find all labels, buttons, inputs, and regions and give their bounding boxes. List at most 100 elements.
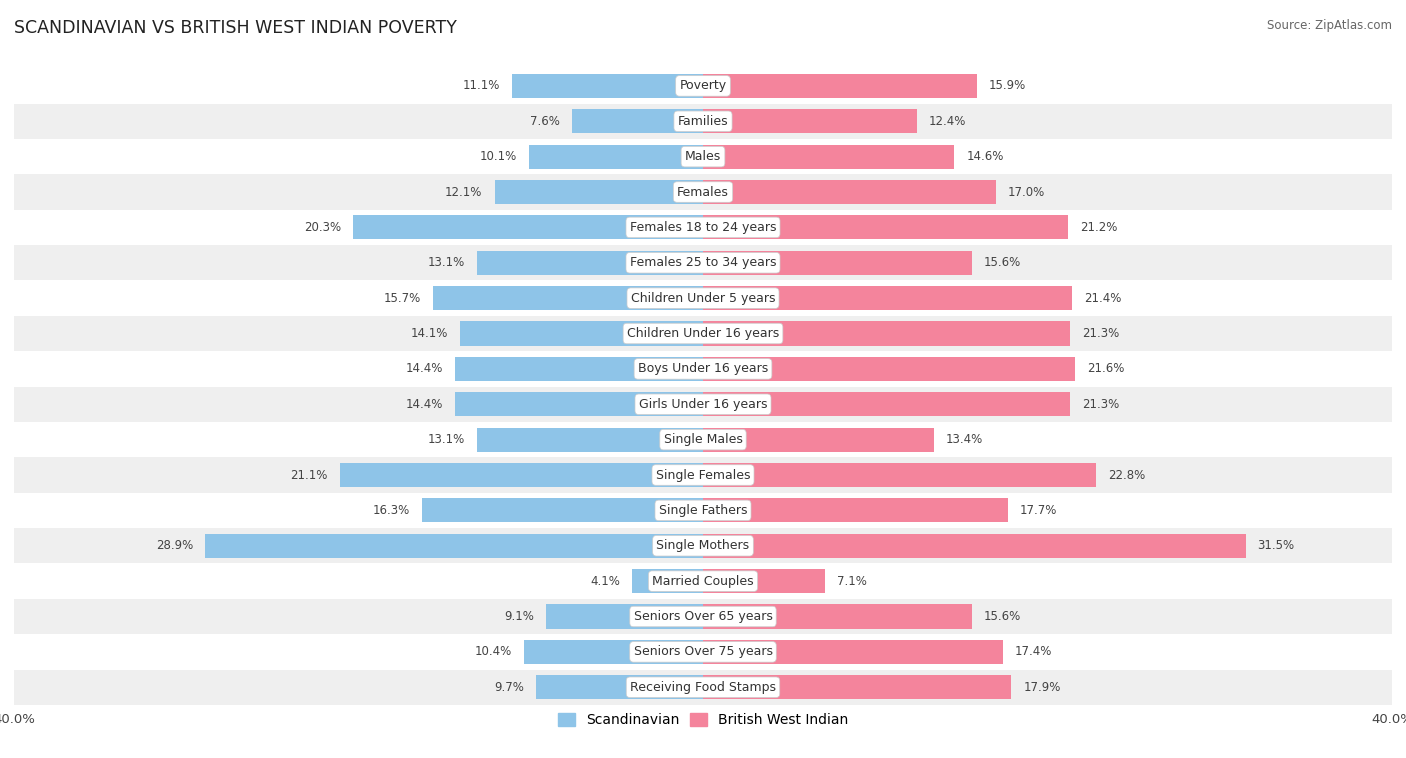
Bar bbox=[14, 316, 1392, 351]
Text: 21.4%: 21.4% bbox=[1084, 292, 1121, 305]
Text: Girls Under 16 years: Girls Under 16 years bbox=[638, 398, 768, 411]
Text: 20.3%: 20.3% bbox=[304, 221, 342, 234]
Text: 13.1%: 13.1% bbox=[427, 256, 465, 269]
Bar bbox=[14, 563, 1392, 599]
Bar bbox=[456, 392, 703, 416]
Text: 21.2%: 21.2% bbox=[1080, 221, 1118, 234]
Text: 21.6%: 21.6% bbox=[1087, 362, 1125, 375]
Bar bbox=[703, 74, 977, 98]
Text: 21.3%: 21.3% bbox=[1083, 327, 1119, 340]
Text: Children Under 16 years: Children Under 16 years bbox=[627, 327, 779, 340]
Text: Females: Females bbox=[678, 186, 728, 199]
Text: SCANDINAVIAN VS BRITISH WEST INDIAN POVERTY: SCANDINAVIAN VS BRITISH WEST INDIAN POVE… bbox=[14, 19, 457, 37]
Text: 9.1%: 9.1% bbox=[505, 610, 534, 623]
Bar bbox=[703, 109, 917, 133]
Bar bbox=[703, 321, 1070, 346]
Text: Children Under 5 years: Children Under 5 years bbox=[631, 292, 775, 305]
Text: 7.1%: 7.1% bbox=[838, 575, 868, 587]
Text: 12.1%: 12.1% bbox=[446, 186, 482, 199]
Text: 17.4%: 17.4% bbox=[1015, 645, 1052, 659]
Text: 22.8%: 22.8% bbox=[1108, 468, 1144, 481]
Bar bbox=[703, 180, 995, 204]
Bar bbox=[703, 640, 1002, 664]
Text: 9.7%: 9.7% bbox=[494, 681, 524, 694]
Bar bbox=[703, 604, 972, 628]
Bar bbox=[205, 534, 703, 558]
Text: Single Fathers: Single Fathers bbox=[659, 504, 747, 517]
Text: Females 25 to 34 years: Females 25 to 34 years bbox=[630, 256, 776, 269]
Bar bbox=[14, 351, 1392, 387]
Bar bbox=[14, 669, 1392, 705]
Text: 14.4%: 14.4% bbox=[405, 362, 443, 375]
Bar bbox=[536, 675, 703, 700]
Text: 15.6%: 15.6% bbox=[984, 610, 1021, 623]
Bar bbox=[703, 498, 1008, 522]
Text: 15.7%: 15.7% bbox=[384, 292, 420, 305]
Bar bbox=[703, 675, 1011, 700]
Bar bbox=[14, 528, 1392, 563]
Bar bbox=[703, 251, 972, 275]
Bar bbox=[703, 463, 1095, 487]
Bar bbox=[703, 534, 1246, 558]
Text: Poverty: Poverty bbox=[679, 80, 727, 92]
Bar bbox=[478, 428, 703, 452]
Bar bbox=[495, 180, 703, 204]
Bar bbox=[14, 387, 1392, 422]
Text: 15.6%: 15.6% bbox=[984, 256, 1021, 269]
Bar bbox=[703, 215, 1069, 240]
Text: Married Couples: Married Couples bbox=[652, 575, 754, 587]
Text: 14.6%: 14.6% bbox=[966, 150, 1004, 163]
Text: 21.1%: 21.1% bbox=[290, 468, 328, 481]
Text: 28.9%: 28.9% bbox=[156, 539, 193, 553]
Bar bbox=[547, 604, 703, 628]
Text: 16.3%: 16.3% bbox=[373, 504, 411, 517]
Bar bbox=[529, 145, 703, 169]
Bar bbox=[14, 457, 1392, 493]
Bar bbox=[703, 286, 1071, 310]
Bar bbox=[703, 428, 934, 452]
Bar bbox=[14, 245, 1392, 280]
Text: Seniors Over 75 years: Seniors Over 75 years bbox=[634, 645, 772, 659]
Text: 10.1%: 10.1% bbox=[479, 150, 517, 163]
Bar bbox=[524, 640, 703, 664]
Legend: Scandinavian, British West Indian: Scandinavian, British West Indian bbox=[553, 708, 853, 733]
Bar bbox=[14, 422, 1392, 457]
Text: 4.1%: 4.1% bbox=[591, 575, 620, 587]
Text: Single Males: Single Males bbox=[664, 433, 742, 446]
Bar bbox=[703, 145, 955, 169]
Text: Single Females: Single Females bbox=[655, 468, 751, 481]
Bar bbox=[14, 104, 1392, 139]
Text: Receiving Food Stamps: Receiving Food Stamps bbox=[630, 681, 776, 694]
Text: Males: Males bbox=[685, 150, 721, 163]
Bar bbox=[14, 139, 1392, 174]
Bar bbox=[14, 493, 1392, 528]
Text: 17.0%: 17.0% bbox=[1008, 186, 1045, 199]
Text: 17.9%: 17.9% bbox=[1024, 681, 1060, 694]
Bar bbox=[456, 357, 703, 381]
Text: Single Mothers: Single Mothers bbox=[657, 539, 749, 553]
Text: Source: ZipAtlas.com: Source: ZipAtlas.com bbox=[1267, 19, 1392, 32]
Text: Families: Families bbox=[678, 114, 728, 128]
Bar bbox=[633, 569, 703, 594]
Bar bbox=[478, 251, 703, 275]
Text: Females 18 to 24 years: Females 18 to 24 years bbox=[630, 221, 776, 234]
Bar bbox=[14, 599, 1392, 634]
Bar bbox=[703, 357, 1076, 381]
Bar bbox=[433, 286, 703, 310]
Bar bbox=[14, 210, 1392, 245]
Text: 14.1%: 14.1% bbox=[411, 327, 449, 340]
Bar bbox=[703, 569, 825, 594]
Bar bbox=[422, 498, 703, 522]
Text: 13.1%: 13.1% bbox=[427, 433, 465, 446]
Bar bbox=[14, 634, 1392, 669]
Text: 15.9%: 15.9% bbox=[988, 80, 1026, 92]
Bar bbox=[14, 174, 1392, 210]
Text: 14.4%: 14.4% bbox=[405, 398, 443, 411]
Text: Seniors Over 65 years: Seniors Over 65 years bbox=[634, 610, 772, 623]
Bar bbox=[14, 68, 1392, 104]
Bar bbox=[572, 109, 703, 133]
Text: 21.3%: 21.3% bbox=[1083, 398, 1119, 411]
Bar bbox=[703, 392, 1070, 416]
Text: 13.4%: 13.4% bbox=[946, 433, 983, 446]
Text: 17.7%: 17.7% bbox=[1019, 504, 1057, 517]
